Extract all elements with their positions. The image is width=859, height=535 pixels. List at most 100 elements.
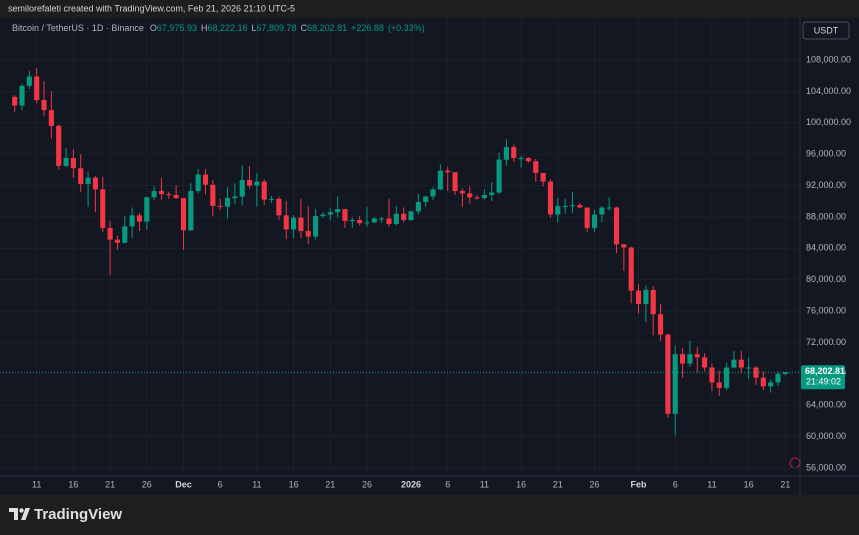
candle-body bbox=[151, 191, 157, 198]
candle-body bbox=[349, 220, 355, 222]
legend-change-pct: (+0.33%) bbox=[387, 23, 425, 33]
y-tick-label: 84,000.00 bbox=[806, 243, 846, 253]
candle-body bbox=[129, 215, 135, 227]
x-tick-label: 16 bbox=[516, 479, 526, 489]
candle-body bbox=[92, 177, 98, 190]
candle-body bbox=[48, 110, 54, 126]
candle-body bbox=[224, 198, 231, 207]
candle-body bbox=[327, 212, 333, 215]
legend-value: 67,809.78 bbox=[256, 23, 297, 33]
candle-body bbox=[489, 192, 495, 195]
candle-body bbox=[540, 172, 546, 182]
candle-body bbox=[19, 85, 25, 106]
x-tick-label: 6 bbox=[218, 479, 223, 489]
legend-value: 67,975.93 bbox=[156, 23, 197, 33]
candle-body bbox=[232, 196, 238, 199]
candle-body bbox=[386, 218, 392, 224]
x-tick-label: Feb bbox=[631, 479, 648, 489]
candle-body bbox=[202, 174, 209, 185]
x-tick-label: Dec bbox=[175, 479, 192, 489]
y-tick-label: 80,000.00 bbox=[806, 274, 846, 284]
x-tick-label: 26 bbox=[589, 479, 599, 489]
candle-body bbox=[41, 100, 47, 111]
candle-body bbox=[100, 189, 106, 228]
candle-body bbox=[628, 247, 634, 291]
y-tick-label: 92,000.00 bbox=[806, 180, 846, 190]
x-tick-label: 11 bbox=[707, 479, 716, 489]
legend: Bitcoin / TetherUS · 1D · Binance O67,975… bbox=[12, 23, 429, 33]
candle-body bbox=[173, 194, 179, 199]
candle-body bbox=[210, 184, 216, 206]
candle-body bbox=[246, 180, 253, 186]
y-tick-label: 76,000.00 bbox=[806, 305, 846, 315]
x-tick-label: 21 bbox=[780, 479, 790, 489]
candle-body bbox=[401, 213, 407, 221]
candle-body bbox=[496, 159, 502, 193]
legend-key: C bbox=[300, 23, 308, 33]
candle-body bbox=[481, 194, 487, 199]
candle-body bbox=[716, 382, 722, 388]
y-tick-label: 56,000.00 bbox=[806, 462, 846, 472]
candle-body bbox=[613, 207, 620, 245]
candle-body bbox=[643, 289, 649, 304]
x-tick-label: 26 bbox=[362, 479, 372, 489]
x-tick-label: 26 bbox=[142, 479, 152, 489]
y-tick-label: 64,000.00 bbox=[806, 400, 846, 410]
candle-body bbox=[731, 359, 737, 368]
candle-body bbox=[555, 205, 561, 215]
candle-body bbox=[313, 216, 319, 237]
candle-body bbox=[408, 211, 414, 221]
x-tick-label: 6 bbox=[445, 479, 450, 489]
x-tick-label: 16 bbox=[744, 479, 754, 489]
candle-body bbox=[775, 373, 781, 383]
candle-body bbox=[503, 147, 509, 160]
candle-body bbox=[518, 158, 524, 160]
candle-body bbox=[459, 191, 465, 194]
x-tick-label: 16 bbox=[68, 479, 78, 489]
legend-change: +226.88 bbox=[351, 23, 384, 33]
candle-body bbox=[393, 213, 399, 224]
y-tick-label: 104,000.00 bbox=[806, 86, 851, 96]
candle-body bbox=[621, 244, 627, 248]
candle-body bbox=[283, 215, 289, 230]
candle-body bbox=[107, 227, 113, 240]
candle-body bbox=[276, 198, 282, 216]
candle-body bbox=[180, 198, 187, 231]
candle-body bbox=[342, 209, 348, 221]
x-tick-label: 11 bbox=[480, 479, 489, 489]
candle-body bbox=[657, 314, 664, 335]
x-tick-label: 2026 bbox=[401, 479, 421, 489]
candle-body bbox=[114, 239, 120, 243]
chart-background bbox=[0, 18, 859, 495]
candle-body bbox=[305, 231, 311, 237]
currency[interactable]: USDT bbox=[814, 25, 839, 35]
candle-body bbox=[702, 357, 708, 368]
candle-body bbox=[650, 289, 656, 315]
candle-body bbox=[709, 367, 715, 383]
candle-body bbox=[672, 354, 678, 414]
candle-body bbox=[56, 125, 62, 166]
header-credit: semilorefaleti created with TradingView.… bbox=[8, 3, 295, 13]
candle-body bbox=[379, 218, 385, 220]
candle-body bbox=[166, 194, 172, 196]
candle-body bbox=[122, 226, 128, 243]
candle-body bbox=[430, 189, 436, 197]
candle-body bbox=[768, 382, 774, 387]
currency-box[interactable] bbox=[802, 21, 850, 40]
last-price-tag bbox=[801, 365, 845, 390]
x-tick-label: 21 bbox=[553, 479, 563, 489]
candle-body bbox=[364, 222, 370, 224]
x-tick-label: 6 bbox=[673, 479, 678, 489]
candle-body bbox=[577, 205, 583, 208]
candle-body bbox=[144, 197, 150, 222]
candle-body bbox=[357, 220, 363, 224]
legend-symbol: Bitcoin / TetherUS · 1D · Binance bbox=[12, 23, 144, 33]
y-tick-label: 60,000.00 bbox=[806, 431, 846, 441]
candle-body bbox=[320, 214, 326, 217]
candle-body bbox=[599, 207, 605, 215]
x-tick-label: 11 bbox=[252, 479, 261, 489]
candle-body bbox=[474, 197, 480, 199]
candle-body bbox=[665, 334, 671, 414]
candle-body bbox=[26, 76, 32, 86]
candle-body bbox=[635, 290, 642, 304]
